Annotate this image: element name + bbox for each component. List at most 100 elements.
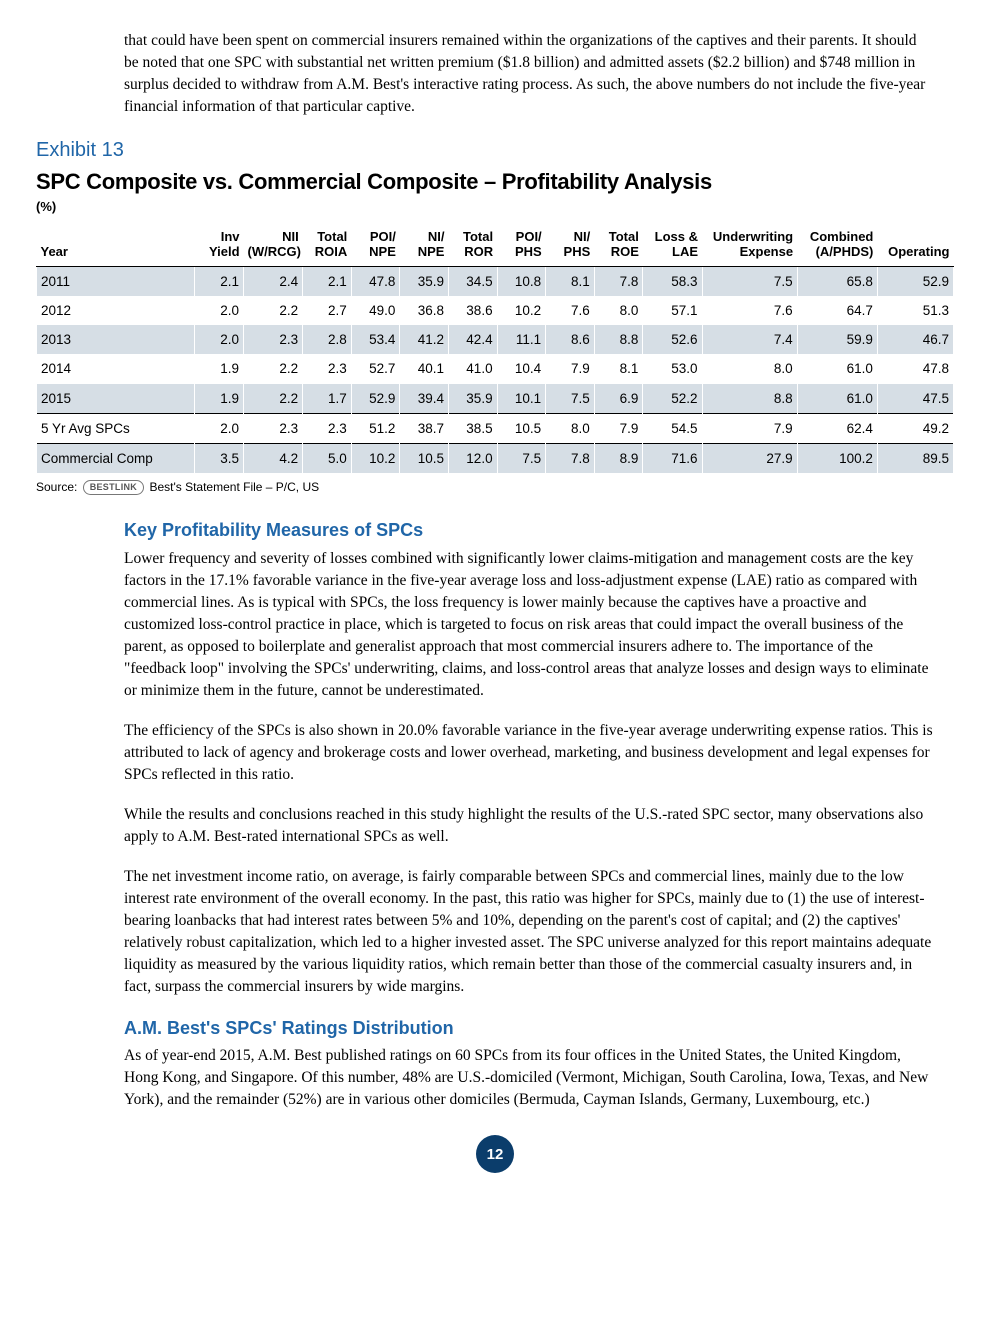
table-cell: 38.5 xyxy=(448,413,497,443)
body-paragraph: As of year-end 2015, A.M. Best published… xyxy=(124,1045,934,1111)
table-cell: 8.0 xyxy=(702,354,797,383)
table-cell: 53.4 xyxy=(351,325,400,354)
source-suffix: Best's Statement File – P/C, US xyxy=(149,480,319,494)
table-cell: 41.0 xyxy=(448,354,497,383)
table-cell: 2.2 xyxy=(244,296,303,325)
table-cell: 58.3 xyxy=(643,266,702,296)
table-cell: 35.9 xyxy=(400,266,449,296)
table-cell: 7.9 xyxy=(594,413,643,443)
table-cell: 53.0 xyxy=(643,354,702,383)
table-header-cell: Combined(A/PHDS) xyxy=(797,226,877,266)
table-cell: 51.3 xyxy=(877,296,953,325)
table-cell: 8.1 xyxy=(594,354,643,383)
table-cell: 52.9 xyxy=(877,266,953,296)
table-cell: 7.5 xyxy=(546,384,595,414)
table-cell: 1.9 xyxy=(195,384,244,414)
table-row: 20112.12.42.147.835.934.510.88.17.858.37… xyxy=(37,266,954,296)
table-cell: 11.1 xyxy=(497,325,546,354)
table-cell: 2.4 xyxy=(244,266,303,296)
table-cell: 47.8 xyxy=(877,354,953,383)
table-cell: 7.6 xyxy=(702,296,797,325)
table-source: Source: BESTLINK Best's Statement File –… xyxy=(36,479,954,496)
exhibit-unit: (%) xyxy=(36,198,954,216)
table-cell: 49.0 xyxy=(351,296,400,325)
table-row: 20122.02.22.749.036.838.610.27.68.057.17… xyxy=(37,296,954,325)
table-cell: 35.9 xyxy=(448,384,497,414)
table-cell: 100.2 xyxy=(797,443,877,473)
table-cell: 52.7 xyxy=(351,354,400,383)
table-cell: 34.5 xyxy=(448,266,497,296)
exhibit-block: Exhibit 13 SPC Composite vs. Commercial … xyxy=(36,136,954,496)
table-cell: 10.8 xyxy=(497,266,546,296)
table-cell: 2.1 xyxy=(195,266,244,296)
table-cell: 6.9 xyxy=(594,384,643,414)
table-cell: 54.5 xyxy=(643,413,702,443)
table-header-cell: NII(W/RCG) xyxy=(244,226,303,266)
table-cell: 8.6 xyxy=(546,325,595,354)
table-cell: 7.9 xyxy=(702,413,797,443)
table-cell: 8.9 xyxy=(594,443,643,473)
table-cell: 57.1 xyxy=(643,296,702,325)
table-row: 20141.92.22.352.740.141.010.47.98.153.08… xyxy=(37,354,954,383)
table-header-cell: Operating xyxy=(877,226,953,266)
exhibit-title: SPC Composite vs. Commercial Composite –… xyxy=(36,166,954,197)
table-cell: 2.3 xyxy=(303,413,352,443)
table-cell: 47.8 xyxy=(351,266,400,296)
table-cell: 61.0 xyxy=(797,384,877,414)
intro-paragraph: that could have been spent on commercial… xyxy=(124,30,934,118)
table-header-cell: POI/NPE xyxy=(351,226,400,266)
table-cell: 7.9 xyxy=(546,354,595,383)
table-header-cell: NI/PHS xyxy=(546,226,595,266)
table-header-cell: TotalROIA xyxy=(303,226,352,266)
table-cell: 2013 xyxy=(37,325,195,354)
table-cell: 2015 xyxy=(37,384,195,414)
table-cell: 7.8 xyxy=(594,266,643,296)
table-cell: 52.9 xyxy=(351,384,400,414)
table-cell: 7.6 xyxy=(546,296,595,325)
table-cell: 7.4 xyxy=(702,325,797,354)
body-paragraph: While the results and conclusions reache… xyxy=(124,804,934,848)
body-paragraph: The efficiency of the SPCs is also shown… xyxy=(124,720,934,786)
section-heading-profitability: Key Profitability Measures of SPCs xyxy=(124,518,954,544)
table-cell: 2.0 xyxy=(195,296,244,325)
table-cell: 2.3 xyxy=(303,354,352,383)
table-cell: 2.2 xyxy=(244,354,303,383)
table-cell: 71.6 xyxy=(643,443,702,473)
table-cell: 47.5 xyxy=(877,384,953,414)
table-cell: 40.1 xyxy=(400,354,449,383)
table-row: 5 Yr Avg SPCs2.02.32.351.238.738.510.58.… xyxy=(37,413,954,443)
source-prefix: Source: xyxy=(36,480,77,494)
table-header-cell: InvYield xyxy=(195,226,244,266)
table-header-cell: TotalROR xyxy=(448,226,497,266)
table-cell: 51.2 xyxy=(351,413,400,443)
table-cell: 5.0 xyxy=(303,443,352,473)
table-cell: 65.8 xyxy=(797,266,877,296)
table-cell: 5 Yr Avg SPCs xyxy=(37,413,195,443)
table-header-cell: TotalROE xyxy=(594,226,643,266)
table-cell: 4.2 xyxy=(244,443,303,473)
table-header-cell: Loss &LAE xyxy=(643,226,702,266)
table-cell: 41.2 xyxy=(400,325,449,354)
table-cell: 42.4 xyxy=(448,325,497,354)
table-cell: 2.0 xyxy=(195,325,244,354)
section-heading-ratings: A.M. Best's SPCs' Ratings Distribution xyxy=(124,1016,954,1042)
table-cell: 7.5 xyxy=(497,443,546,473)
profitability-table: YearInvYieldNII(W/RCG)TotalROIAPOI/NPENI… xyxy=(36,226,954,473)
table-cell: 38.6 xyxy=(448,296,497,325)
exhibit-label: Exhibit 13 xyxy=(36,136,954,164)
table-header-cell: NI/NPE xyxy=(400,226,449,266)
table-cell: 10.5 xyxy=(400,443,449,473)
table-cell: 8.8 xyxy=(594,325,643,354)
table-cell: 12.0 xyxy=(448,443,497,473)
table-cell: 49.2 xyxy=(877,413,953,443)
table-cell: 2014 xyxy=(37,354,195,383)
table-cell: 3.5 xyxy=(195,443,244,473)
body-paragraph: Lower frequency and severity of losses c… xyxy=(124,548,934,702)
table-cell: 62.4 xyxy=(797,413,877,443)
table-cell: 1.7 xyxy=(303,384,352,414)
table-cell: 52.2 xyxy=(643,384,702,414)
table-cell: 2.3 xyxy=(244,325,303,354)
table-cell: 8.1 xyxy=(546,266,595,296)
table-header-cell: Year xyxy=(37,226,195,266)
table-cell: 52.6 xyxy=(643,325,702,354)
